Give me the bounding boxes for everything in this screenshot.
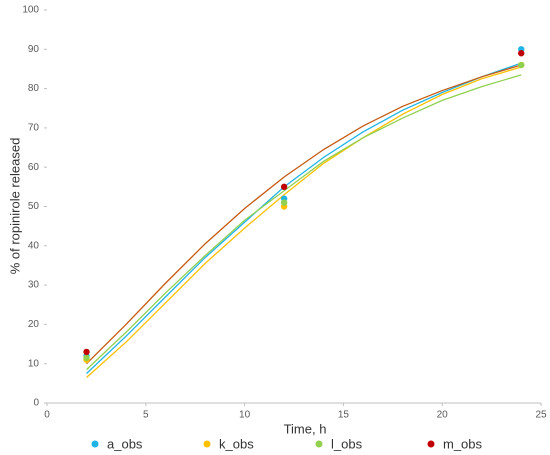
data-point	[83, 354, 90, 362]
y-tick-label: 30	[28, 280, 40, 291]
data-point	[280, 183, 288, 191]
y-tick-label: 0	[33, 398, 39, 409]
x-tick-label: 5	[143, 410, 149, 421]
x-tick-label: 15	[338, 410, 350, 421]
y-tick-label: 40	[28, 240, 40, 251]
y-tick-label: 10	[28, 358, 40, 369]
x-tick-label: 25	[535, 410, 547, 421]
x-tick-label: 20	[437, 410, 449, 421]
x-tick-label: 0	[44, 410, 50, 421]
y-tick-label: 50	[28, 201, 40, 212]
fit-line	[86, 62, 522, 374]
y-tick-label: 70	[28, 123, 40, 134]
fit-line	[86, 66, 522, 378]
x-tick-label: 10	[239, 410, 251, 421]
legend-marker	[203, 440, 211, 448]
y-tick-label: 20	[28, 319, 40, 330]
legend-label: l_obs	[331, 436, 363, 451]
fit-line	[86, 64, 522, 365]
data-point	[518, 50, 525, 57]
y-axis-label: % of ropinirole released	[7, 138, 22, 275]
y-tick-label: 100	[22, 5, 39, 16]
data-point	[280, 199, 288, 206]
y-tick-label: 60	[28, 162, 40, 173]
legend-label: k_obs	[219, 436, 254, 451]
y-tick-label: 90	[28, 44, 40, 55]
y-tick-label: 80	[28, 83, 40, 94]
legend-marker	[427, 440, 435, 448]
data-point	[518, 61, 525, 69]
legend-marker	[315, 440, 323, 448]
legend-label: a_obs	[107, 436, 143, 451]
data-point	[83, 348, 90, 356]
fit-line	[86, 74, 522, 371]
legend-marker	[91, 440, 99, 448]
x-axis-label: Time, h	[284, 421, 327, 436]
legend-label: m_obs	[443, 436, 483, 451]
